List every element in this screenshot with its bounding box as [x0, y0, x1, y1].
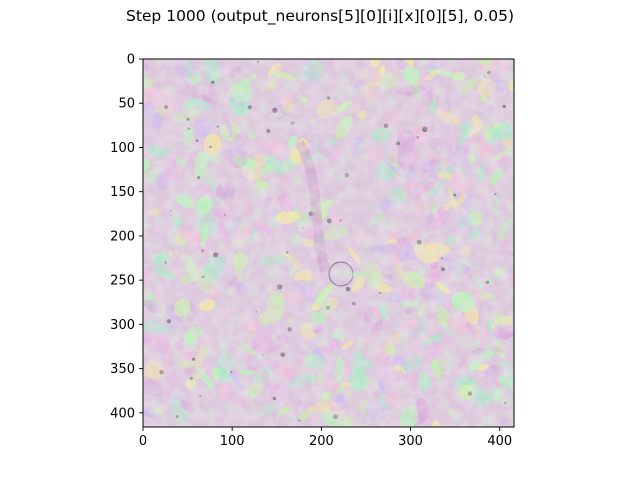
- y-tick-label: 350: [110, 362, 135, 377]
- y-tick-label: 200: [110, 229, 135, 244]
- figure-title: Step 1000 (output_neurons[5][0][i][x][0]…: [125, 7, 514, 25]
- y-tick-label: 150: [110, 185, 135, 200]
- x-tick-label: 100: [220, 434, 245, 449]
- axes-frame: [142, 58, 515, 428]
- y-tick-label: 250: [110, 274, 135, 289]
- y-tick-label: 300: [110, 318, 135, 333]
- x-tick-label: 0: [139, 434, 147, 449]
- x-axis: 0 100 200 300 400: [139, 427, 512, 449]
- visualization-image: [143, 59, 514, 427]
- y-tick-label: 50: [118, 97, 135, 112]
- x-tick-label: 200: [309, 434, 334, 449]
- y-axis: 0 50 100 150 200 250 300 350 400: [110, 53, 143, 421]
- x-tick-label: 300: [398, 434, 423, 449]
- y-tick-label: 0: [127, 53, 135, 68]
- y-tick-label: 100: [110, 141, 135, 156]
- x-tick-label: 400: [487, 434, 512, 449]
- y-tick-label: 400: [110, 406, 135, 421]
